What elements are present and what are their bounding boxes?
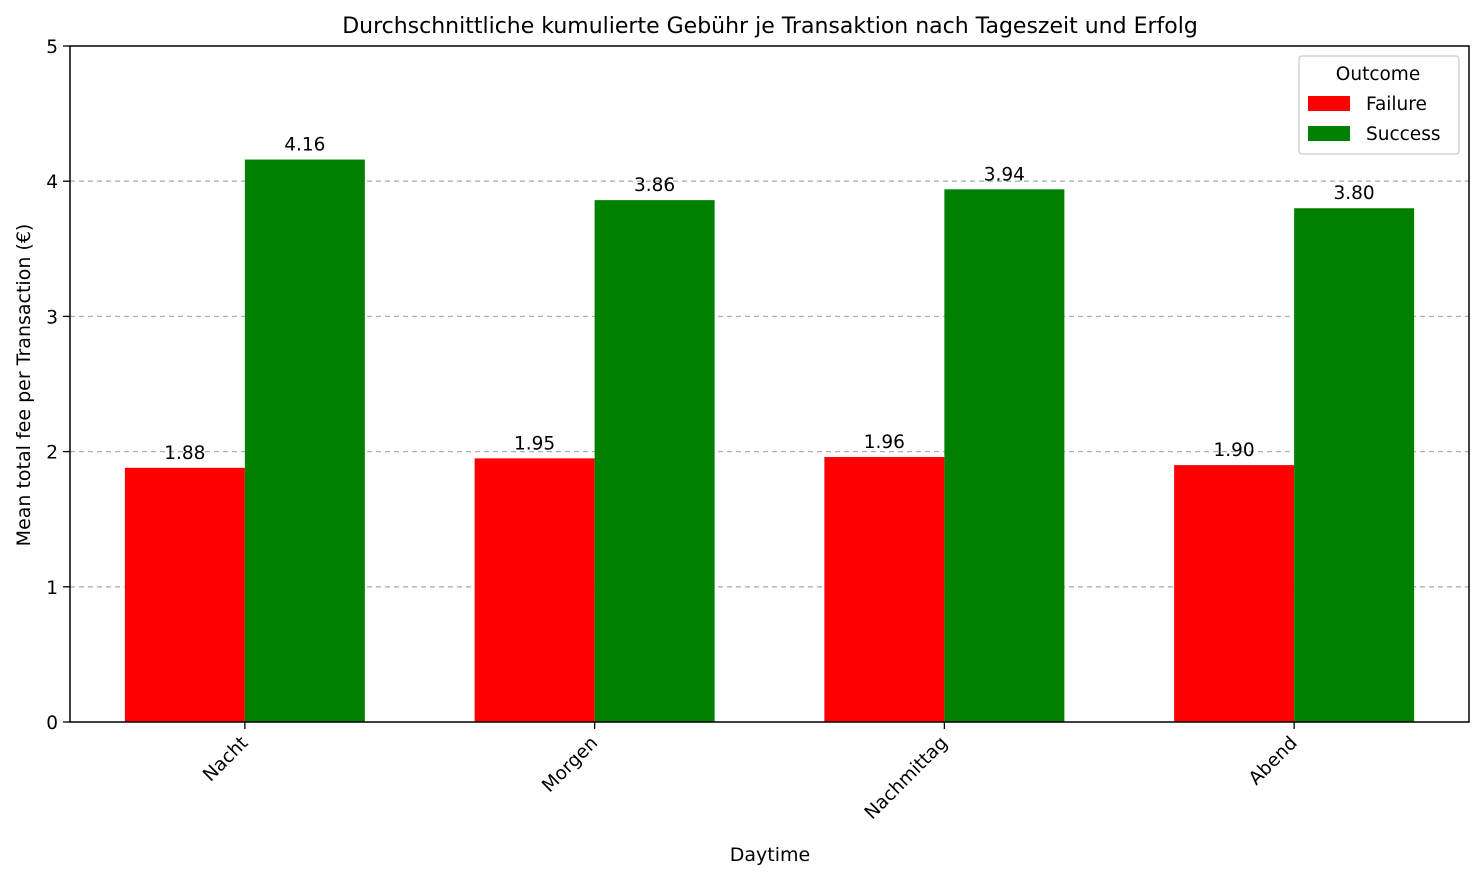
bar-failure-morgen	[474, 458, 595, 722]
y-tick-label: 2	[46, 443, 58, 464]
bar-success-morgen	[594, 200, 715, 723]
y-tick-label: 3	[46, 307, 58, 328]
value-label: 1.95	[514, 433, 555, 454]
y-axis-label: Mean total fee per Transaction (€)	[13, 224, 35, 547]
x-tick-label: Abend	[1245, 733, 1302, 790]
bar-failure-abend	[1174, 465, 1295, 722]
value-label: 1.88	[164, 443, 205, 464]
bar-success-nachmittag	[944, 189, 1065, 722]
value-label: 1.96	[864, 432, 905, 453]
x-tick-label: Morgen	[538, 733, 602, 797]
bar-failure-nacht	[124, 467, 245, 722]
value-labels: 1.88 4.16 1.95 3.86 1.96 3.94 1.90 3.80	[164, 135, 1374, 464]
y-tick-label: 4	[46, 172, 58, 193]
value-label: 1.90	[1214, 440, 1255, 461]
chart-title: Durchschnittliche kumulierte Gebühr je T…	[342, 14, 1198, 39]
legend-title: Outcome	[1336, 64, 1420, 85]
x-axis-label: Daytime	[730, 844, 810, 866]
legend-label-failure: Failure	[1366, 94, 1427, 115]
bar-failure-nachmittag	[824, 457, 945, 722]
bar-success-nacht	[244, 159, 365, 722]
value-label: 3.94	[984, 164, 1025, 185]
value-label: 3.86	[634, 175, 675, 196]
legend-swatch-success	[1308, 126, 1350, 141]
plot-frame	[69, 45, 1470, 723]
value-label: 4.16	[284, 135, 325, 156]
x-tick-label: Nachmittag	[861, 733, 952, 824]
y-tick-label: 0	[46, 713, 58, 734]
y-tick-label: 5	[46, 37, 58, 58]
legend-swatch-failure	[1308, 96, 1350, 111]
legend-label-success: Success	[1366, 124, 1440, 145]
x-tick-label: Nacht	[199, 733, 252, 786]
bar-success-abend	[1294, 208, 1415, 723]
bars	[124, 159, 1415, 723]
value-label: 3.80	[1334, 183, 1375, 204]
legend: Outcome Failure Success	[1298, 55, 1460, 155]
y-tick-label: 1	[46, 578, 58, 599]
